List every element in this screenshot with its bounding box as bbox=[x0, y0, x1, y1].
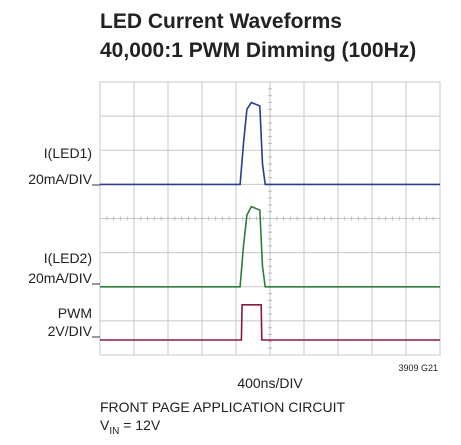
note: FRONT PAGE APPLICATION CIRCUIT bbox=[100, 399, 345, 415]
x-axis-label: 400ns/DIV bbox=[237, 375, 303, 391]
series-name: PWM bbox=[58, 305, 92, 321]
figure-id: 3909 G21 bbox=[398, 363, 438, 373]
series-name: I(LED2) bbox=[44, 250, 92, 266]
series-scale: 20mA/DIV bbox=[28, 171, 92, 187]
trace bbox=[100, 205, 440, 288]
series-name: I(LED1) bbox=[44, 145, 92, 161]
series-scale: 20mA/DIV bbox=[28, 270, 92, 286]
chart-title: LED Current Waveforms bbox=[100, 10, 342, 33]
trace bbox=[100, 304, 440, 341]
chart-title: 40,000:1 PWM Dimming (100Hz) bbox=[100, 39, 416, 62]
trace bbox=[100, 101, 440, 186]
series-scale: 2V/DIV bbox=[48, 323, 93, 339]
note: VIN = 12V bbox=[100, 417, 161, 437]
